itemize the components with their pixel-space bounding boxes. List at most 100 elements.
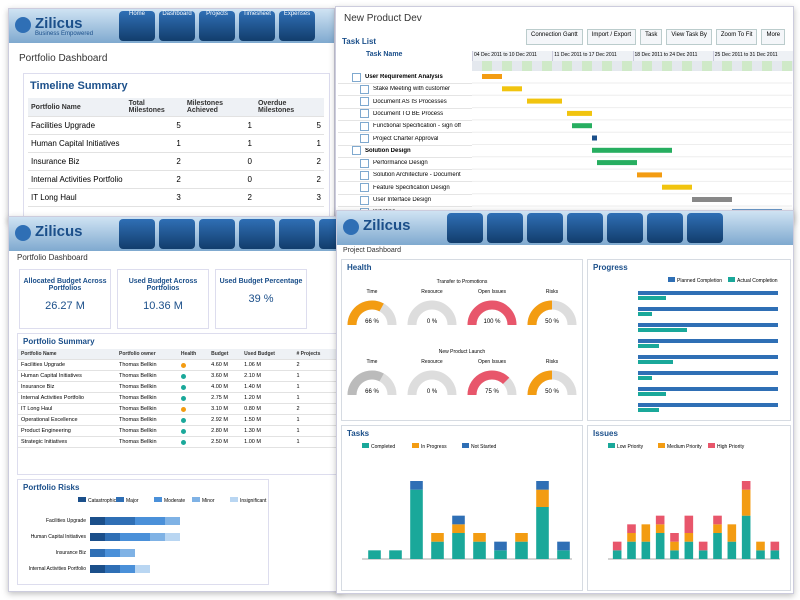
- week-label: 18 Dec 2011 to 24 Dec 2011: [632, 51, 713, 61]
- portfolio-risks: Portfolio Risks Catastrophic Major Moderate…: [17, 479, 269, 585]
- legend-label: Completed: [371, 444, 395, 450]
- column-header: Budget: [208, 349, 242, 360]
- toolbar-button[interactable]: Task: [640, 29, 663, 45]
- cell: [177, 403, 209, 415]
- cell: [177, 414, 209, 426]
- progress-bar: [638, 323, 778, 327]
- cell: Product Engineering: [18, 425, 116, 437]
- checkbox: [360, 84, 369, 94]
- task-row: Stake Meeting with customer: [338, 83, 472, 97]
- toolbar-button[interactable]: Zoom To Fit: [715, 29, 758, 45]
- nav-tab[interactable]: [319, 219, 341, 249]
- gantt-bar: [502, 86, 522, 92]
- progress-bar: [638, 403, 778, 407]
- budget-card: Allocated Budget Across Portfolios 26.27 …: [19, 269, 111, 329]
- cell: 1: [183, 116, 255, 135]
- gantt-bar: [567, 110, 592, 116]
- stacked-bar: [655, 524, 665, 533]
- stacked-bar: [452, 533, 465, 559]
- stacked-bar: [770, 550, 780, 559]
- nav-tab[interactable]: Dashboard: [159, 11, 195, 41]
- stacked-bar: [473, 541, 486, 559]
- cell: 1.06 M: [241, 359, 294, 371]
- checkbox: [360, 170, 369, 180]
- cell: 5: [125, 116, 184, 135]
- nav-tab[interactable]: [447, 213, 483, 243]
- portfolio-panel: Zilicus Business Empowered Home Dashboard Pr…: [8, 8, 335, 222]
- risk-bar: [120, 565, 135, 573]
- cell: [177, 436, 209, 448]
- nav-tab[interactable]: Timesheet: [239, 11, 275, 41]
- stacked-bar: [670, 533, 679, 542]
- nav-tab[interactable]: [199, 219, 235, 249]
- checkbox: [360, 183, 369, 193]
- category-label: Facilities Upgrade: [46, 518, 86, 524]
- gantt-bar: [482, 74, 502, 79]
- cell: 2: [254, 170, 324, 189]
- toolbar-button[interactable]: Import / Export: [586, 29, 637, 45]
- stacked-bar: [684, 515, 694, 533]
- cell: [177, 359, 209, 371]
- gauge-value: 50 %: [545, 389, 559, 395]
- progress-bar: [638, 371, 778, 375]
- health-chart: Transfer to Promotions Time 66 % Resource 0 …: [347, 279, 577, 396]
- task-row: Project Charter Approval: [338, 133, 472, 146]
- progress-bar: [638, 392, 666, 396]
- column-header: Total Milestones: [125, 98, 184, 117]
- cell: Thomas Bellkin: [115, 392, 178, 404]
- risk-bar: [135, 565, 150, 573]
- nav-tab[interactable]: Projects: [199, 11, 235, 41]
- nav-tab[interactable]: [567, 213, 603, 243]
- task-row: User Interface Design: [338, 194, 472, 207]
- legend-swatch: [78, 497, 86, 502]
- nav-tab[interactable]: [239, 219, 275, 249]
- cell: Thomas Bellkin: [115, 414, 178, 426]
- task-name: Functional Specification - sign off: [373, 123, 461, 130]
- tagline: Business Empowered: [35, 31, 94, 37]
- cell: Thomas Bellkin: [115, 359, 178, 371]
- nav-tab[interactable]: [159, 219, 195, 249]
- legend-swatch: [116, 497, 124, 502]
- nav-tab[interactable]: [527, 213, 563, 243]
- stacked-bar: [557, 550, 570, 559]
- cell: IT Long Haul: [28, 188, 126, 207]
- nav-tab[interactable]: [119, 219, 155, 249]
- cell: 2.75 M: [208, 392, 242, 404]
- gauge-fill: [527, 300, 553, 326]
- issues-chart: Low Priority Medium Priority High Priority: [608, 443, 780, 560]
- app-header: Zilicus Business Empowered Home Dashboard Pr…: [9, 9, 334, 43]
- health-dot: [180, 439, 186, 445]
- toolbar-button[interactable]: Connection Gantt: [526, 29, 583, 45]
- toolbar-button[interactable]: View Task By: [666, 29, 712, 45]
- cell: 1.30 M: [241, 425, 294, 437]
- gauge-track: [407, 370, 457, 396]
- health-dot: [180, 373, 186, 379]
- toolbar-button[interactable]: More: [761, 29, 786, 45]
- logo-icon: [15, 225, 31, 241]
- column-header: Portfolio owner: [115, 349, 178, 360]
- risk-bar: [165, 517, 180, 525]
- nav-tab[interactable]: Home: [119, 11, 155, 41]
- stacked-bar: [494, 541, 507, 551]
- stacked-bar: [627, 524, 636, 533]
- column-header: Portfolio Name: [18, 349, 116, 360]
- legend-swatch: [230, 497, 238, 502]
- health-dot: [180, 384, 186, 390]
- nav-tab[interactable]: [487, 213, 523, 243]
- portfolio-summary: Portfolio Summary Portfolio Name Portfolio…: [17, 333, 337, 475]
- nav-tab[interactable]: [687, 213, 723, 243]
- stacked-bar: [641, 541, 651, 559]
- nav-tab[interactable]: [607, 213, 643, 243]
- cell: Thomas Bellkin: [115, 370, 178, 382]
- section-title: Tasks: [347, 429, 370, 438]
- cell: 1: [293, 414, 336, 426]
- nav-tab[interactable]: Expenses: [279, 11, 315, 41]
- group-name: New Product Launch: [439, 349, 486, 355]
- nav-tab[interactable]: [279, 219, 315, 249]
- nav-tab[interactable]: [647, 213, 683, 243]
- gauge-fill: [527, 370, 553, 396]
- logo-icon: [343, 219, 359, 235]
- task-name: User Interface Design: [373, 197, 432, 203]
